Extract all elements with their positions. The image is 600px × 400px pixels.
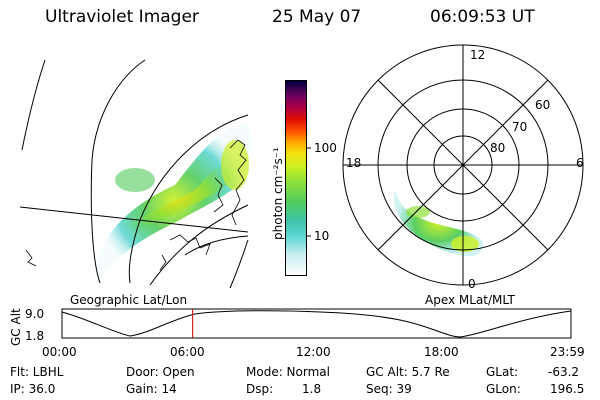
instrument-title: Ultraviolet Imager [45,7,199,27]
colorbar [285,80,307,276]
door-info: Door: Open [126,365,195,379]
altitude-curve [61,310,572,338]
geographic-label: Geographic Lat/Lon [70,293,188,307]
time-tick-2359: 23:59 [550,345,585,359]
dsp-value: 1.8 [302,382,322,396]
time-tick-1200: 12:00 [296,345,331,359]
lat-label-80: 80 [490,141,506,155]
glat-value: -63.2 [548,365,580,379]
polar-diagonal-2 [377,79,549,251]
coastline [25,139,247,271]
mlt-label-0: 0 [468,277,476,291]
aurora-emission-polar [394,190,484,257]
gc-alt-info: GC Alt: 5.7 Re [366,365,450,379]
alt-tick-9: 9.0 [25,307,45,321]
time-tick-0600: 06:00 [170,345,205,359]
time-tick-0000: 00:00 [42,345,77,359]
glat-label: GLat: [486,365,519,379]
time-label: 06:09:53 UT [430,7,535,27]
alt-tick-1.8: 1.8 [25,329,45,343]
colorbar-tick-100: 100 [314,141,337,155]
date-label: 25 May 07 [272,7,362,27]
ip-info: IP: 36.0 [10,382,56,396]
time-tick-1800: 18:00 [424,345,459,359]
mlt-label-6: 6 [576,156,584,170]
lat-label-70: 70 [512,120,528,134]
gain-info: Gain: 14 [126,382,177,396]
geo-grid [19,59,249,289]
apex-label: Apex MLat/MLT [425,293,515,307]
mlt-label-12: 12 [470,48,486,62]
dsp-label: Dsp: [246,382,274,396]
seq-info: Seq: 39 [366,382,412,396]
mode-info: Mode: Normal [246,365,330,379]
glon-label: GLon: [486,382,521,396]
colorbar-tick-10: 10 [314,229,330,243]
filter-info: Flt: LBHL [10,365,64,379]
mlt-label-18: 18 [346,156,362,170]
lat-label-60: 60 [535,98,551,112]
glon-value: 196.5 [550,382,585,396]
